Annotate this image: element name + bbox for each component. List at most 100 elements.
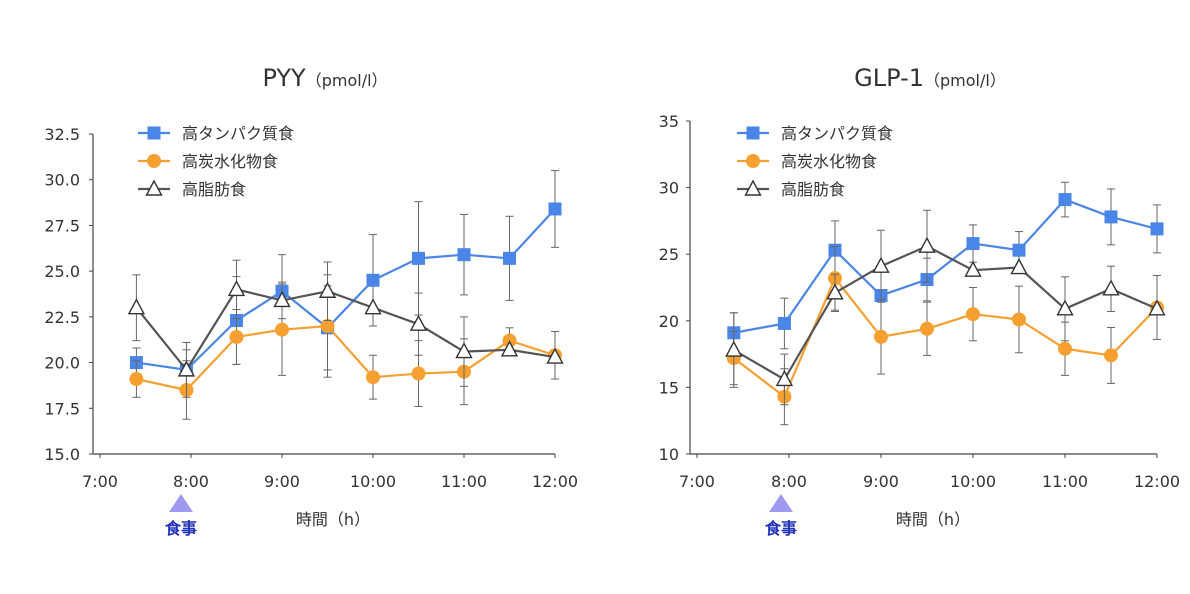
data-point-triangle bbox=[1010, 258, 1028, 275]
x-tick-label: 10:00 bbox=[950, 472, 996, 491]
data-point-circle bbox=[1104, 348, 1118, 363]
chart-title-unit: （pmol/l） bbox=[306, 71, 388, 90]
data-point-circle bbox=[275, 322, 289, 337]
x-tick-label: 9:00 bbox=[863, 472, 899, 491]
data-point-triangle bbox=[1148, 299, 1166, 316]
data-point-square bbox=[1150, 222, 1164, 236]
x-tick-label: 7:00 bbox=[82, 472, 118, 491]
data-point-square bbox=[366, 273, 380, 287]
data-point-circle bbox=[966, 307, 980, 322]
series-line-circle bbox=[136, 324, 556, 392]
data-point-square bbox=[1058, 193, 1072, 207]
y-tick-label: 15 bbox=[659, 378, 679, 397]
data-point-triangle bbox=[364, 298, 382, 315]
x-tick-label: 10:00 bbox=[350, 472, 396, 491]
data-point-triangle bbox=[127, 298, 146, 315]
legend-marker-triangle bbox=[744, 179, 762, 196]
meal-arrow-icon bbox=[769, 494, 793, 512]
data-point-triangle bbox=[318, 281, 337, 298]
legend-label: 高脂肪食 bbox=[781, 180, 845, 199]
legend-label: 高炭水化物食 bbox=[182, 152, 278, 171]
legend-label: 高脂肪食 bbox=[182, 180, 246, 199]
legend-label: 高タンパク質食 bbox=[182, 124, 294, 143]
data-point-square bbox=[966, 237, 980, 251]
y-tick-label: 25.0 bbox=[44, 262, 80, 281]
data-point-triangle bbox=[500, 340, 519, 357]
y-tick-label: 25 bbox=[659, 245, 679, 264]
y-tick-label: 20 bbox=[659, 312, 679, 331]
data-point-triangle bbox=[273, 290, 291, 308]
chart-title-unit: （pmol/l） bbox=[924, 71, 1006, 90]
chart-title: PYY（pmol/l） bbox=[262, 64, 387, 92]
x-tick-label: 8:00 bbox=[771, 472, 807, 491]
data-point-triangle bbox=[1056, 299, 1074, 316]
series-line-triangle bbox=[733, 244, 1158, 381]
data-point-circle bbox=[920, 321, 934, 336]
chart-title: GLP-1（pmol/l） bbox=[854, 64, 1006, 92]
x-tick-label: 11:00 bbox=[441, 472, 487, 491]
y-tick-label: 30.0 bbox=[44, 171, 80, 190]
series-line-square bbox=[136, 208, 556, 372]
legend-label: 高炭水化物食 bbox=[781, 152, 877, 171]
x-tick-label: 12:00 bbox=[532, 472, 578, 491]
y-tick-label: 15.0 bbox=[44, 445, 80, 464]
data-point-triangle bbox=[872, 256, 890, 273]
chart-title-main: GLP-1 bbox=[854, 64, 924, 92]
data-point-square bbox=[457, 248, 471, 262]
legend-marker-circle bbox=[147, 154, 161, 168]
y-tick-label: 30 bbox=[659, 179, 679, 198]
chart-pyy: PYY（pmol/l） 15.0 17.5 20.0 22.5 25.0 27.5 30.0 3… bbox=[44, 64, 578, 538]
x-tick-label: 12:00 bbox=[1134, 472, 1180, 491]
legend-marker-circle bbox=[746, 154, 760, 168]
data-point-triangle bbox=[964, 260, 982, 277]
chart-title-main: PYY bbox=[262, 64, 306, 92]
y-tick-label: 17.5 bbox=[44, 399, 80, 418]
x-tick-label: 7:00 bbox=[679, 472, 715, 491]
y-tick-label: 32.5 bbox=[44, 125, 80, 144]
y-tick-label: 10 bbox=[659, 445, 679, 464]
data-point-circle bbox=[229, 329, 244, 344]
data-point-square bbox=[548, 202, 562, 216]
series-line-triangle bbox=[135, 288, 556, 372]
data-point-triangle bbox=[775, 369, 794, 387]
data-point-triangle bbox=[546, 347, 564, 364]
data-point-triangle bbox=[826, 283, 844, 300]
data-point-square bbox=[1012, 243, 1026, 257]
series-line-square bbox=[733, 198, 1158, 334]
x-axis-label: 時間（h） bbox=[296, 510, 370, 529]
legend-marker-square bbox=[746, 126, 760, 140]
data-point-triangle bbox=[455, 342, 473, 359]
x-tick-label: 9:00 bbox=[264, 472, 300, 491]
data-point-triangle bbox=[918, 236, 936, 253]
legend-marker-square bbox=[147, 126, 161, 140]
data-point-circle bbox=[1058, 341, 1072, 356]
meal-label: 食事 bbox=[164, 519, 197, 538]
x-tick-label: 11:00 bbox=[1042, 472, 1088, 491]
data-point-triangle bbox=[725, 340, 743, 357]
meal-arrow-icon bbox=[169, 494, 193, 512]
data-point-triangle bbox=[409, 314, 428, 331]
x-tick-label: 8:00 bbox=[173, 472, 209, 491]
y-tick-label: 20.0 bbox=[44, 354, 80, 373]
data-point-square bbox=[503, 251, 516, 265]
legend-label: 高タンパク質食 bbox=[781, 124, 893, 143]
data-point-circle bbox=[129, 372, 144, 387]
chart-glp1: GLP-1（pmol/l） 10 15 20 25 30 35 7:00 8:00 9:00 10:… bbox=[659, 64, 1180, 538]
y-tick-label: 22.5 bbox=[44, 308, 80, 327]
data-point-triangle bbox=[1102, 279, 1120, 296]
meal-label: 食事 bbox=[764, 519, 797, 538]
data-point-circle bbox=[874, 329, 888, 344]
data-point-square bbox=[777, 316, 791, 330]
data-point-circle bbox=[1012, 312, 1026, 327]
legend-marker-triangle bbox=[145, 179, 163, 196]
y-tick-label: 27.5 bbox=[44, 216, 80, 235]
data-point-circle bbox=[320, 319, 335, 333]
data-point-circle bbox=[411, 366, 426, 381]
y-tick-label: 35 bbox=[659, 112, 679, 131]
data-point-triangle bbox=[227, 279, 246, 297]
data-point-circle bbox=[366, 370, 380, 385]
data-point-square bbox=[1104, 210, 1118, 224]
data-point-square bbox=[412, 251, 425, 265]
data-point-triangle bbox=[177, 360, 196, 377]
